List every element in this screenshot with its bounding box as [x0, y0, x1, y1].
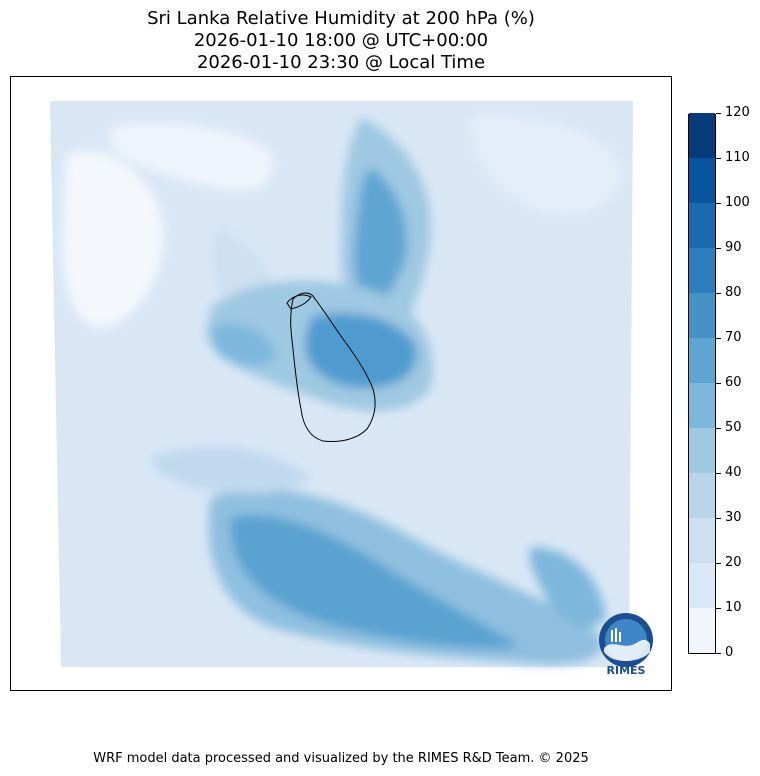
- footer-credit: WRF model data processed and visualized …: [93, 751, 589, 766]
- colorbar-tick: [716, 113, 721, 114]
- colorbar: [688, 113, 716, 654]
- colorbar-tick: [716, 293, 721, 294]
- logo-text: RIMES: [607, 664, 646, 677]
- colorbar-tick-label: 110: [725, 150, 750, 165]
- colorbar-tick: [716, 203, 721, 204]
- contour-low-east: [471, 116, 622, 215]
- colorbar-tick-label: 70: [725, 330, 742, 345]
- rimes-logo: RIMES: [594, 612, 658, 678]
- contour-west-tongue: [211, 323, 276, 367]
- contour-south-mid: [151, 446, 311, 494]
- colorbar-cell: [689, 203, 715, 248]
- humidity-map: [50, 101, 633, 667]
- colorbar-tick: [716, 653, 721, 654]
- map-frame: [10, 76, 672, 691]
- colorbar-tick: [716, 473, 721, 474]
- colorbar-cell: [689, 338, 715, 383]
- colorbar-tick: [716, 248, 721, 249]
- colorbar-cell: [689, 608, 715, 653]
- contour-ring-core: [305, 313, 417, 388]
- colorbar-cell: [689, 383, 715, 428]
- colorbar-tick-label: 20: [725, 555, 742, 570]
- sri-lanka-coastline: [290, 292, 376, 442]
- colorbar-tick: [716, 563, 721, 564]
- colorbar-cell: [689, 293, 715, 338]
- colorbar-tick-label: 100: [725, 195, 750, 210]
- contour-band-north-core: [354, 167, 407, 317]
- contour-band-south-core: [230, 515, 521, 649]
- colorbar-tick-label: 80: [725, 285, 742, 300]
- colorbar-cell: [689, 563, 715, 608]
- map-title-line1: Sri Lanka Relative Humidity at 200 hPa (…: [147, 8, 535, 29]
- colorbar-tick-label: 40: [725, 465, 742, 480]
- colorbar-tick-label: 60: [725, 375, 742, 390]
- colorbar-tick: [716, 428, 721, 429]
- contour-low-west: [62, 151, 163, 328]
- colorbar-tick: [716, 338, 721, 339]
- colorbar-cell: [689, 518, 715, 563]
- colorbar-cell: [689, 428, 715, 473]
- colorbar-cell: [689, 158, 715, 203]
- colorbar-tick: [716, 158, 721, 159]
- colorbar-cell: [689, 248, 715, 293]
- colorbar-tick: [716, 608, 721, 609]
- map-title-line3: 2026-01-10 23:30 @ Local Time: [196, 52, 486, 73]
- jaffna-peninsula: [286, 294, 312, 310]
- colorbar-tick-label: 30: [725, 510, 742, 525]
- colorbar-tick: [716, 518, 721, 519]
- colorbar-tick-label: 50: [725, 420, 742, 435]
- map-title-line2: 2026-01-10 18:00 @ UTC+00:00: [193, 30, 489, 51]
- contour-low-north: [111, 123, 273, 191]
- colorbar-tick-label: 0: [725, 645, 734, 660]
- colorbar-cell: [689, 473, 715, 518]
- colorbar-tick-label: 90: [725, 240, 742, 255]
- contour-southeast: [529, 547, 606, 628]
- colorbar-cell: [689, 113, 715, 158]
- colorbar-tick-label: 10: [725, 600, 742, 615]
- colorbar-tick-label: 120: [725, 105, 750, 120]
- colorbar-tick: [716, 383, 721, 384]
